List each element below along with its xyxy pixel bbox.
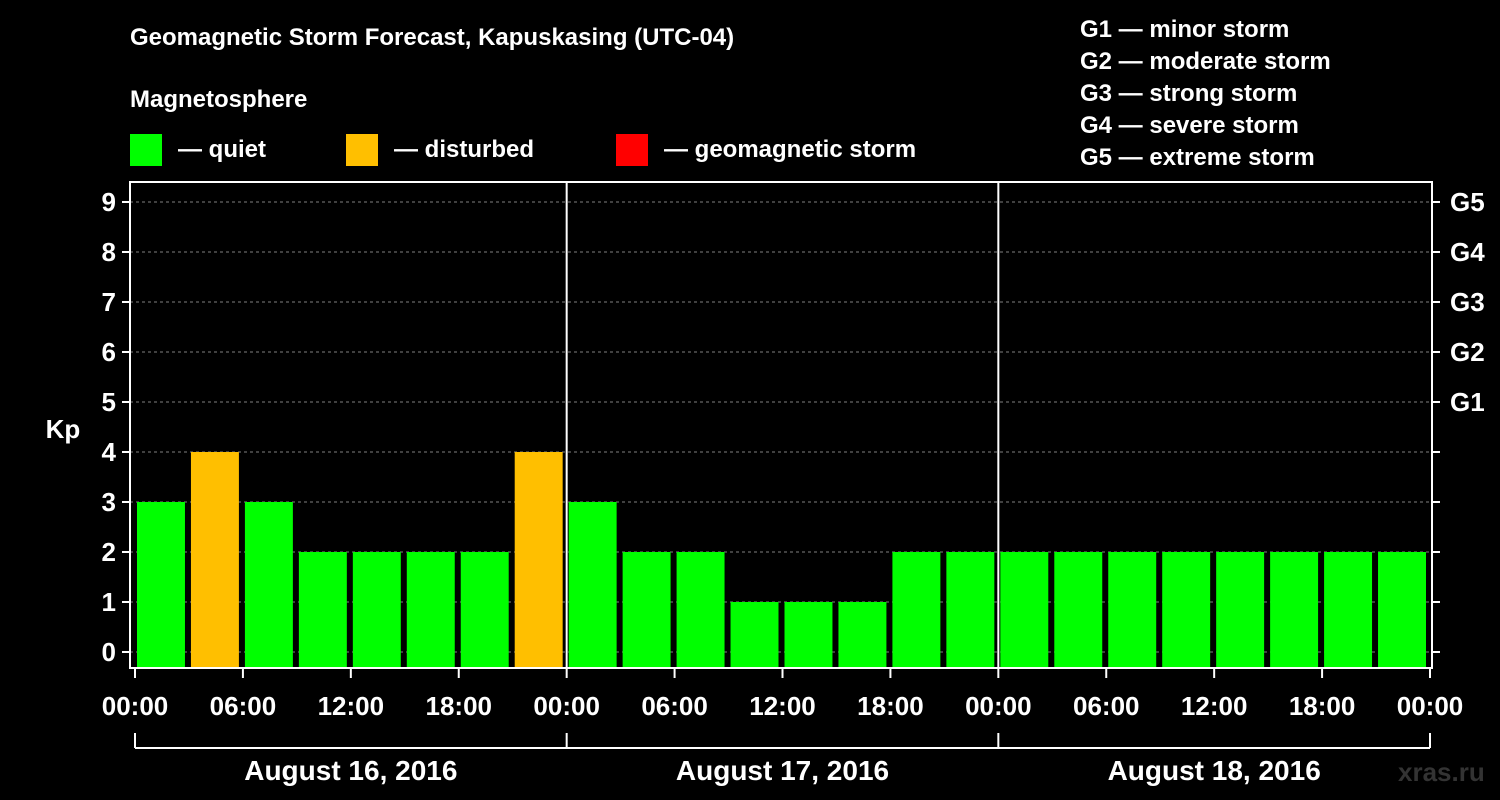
chart-title: Geomagnetic Storm Forecast, Kapuskasing …	[130, 24, 735, 51]
x-tick-label: 12:00	[1181, 691, 1248, 721]
x-tick-label: 06:00	[1073, 691, 1140, 721]
g-scale-item-g4: G4 — severe storm	[1080, 112, 1299, 139]
kp-bar	[676, 552, 725, 668]
kp-bar	[1162, 552, 1211, 668]
y-tick-label: 2	[102, 537, 116, 567]
kp-bar	[352, 552, 401, 668]
y-tick-label: 9	[102, 187, 116, 217]
x-tick-label: 12:00	[318, 691, 385, 721]
y-tick-label: 0	[102, 637, 116, 667]
y-axis-label: Kp	[46, 414, 81, 444]
y-tick-label: 6	[102, 337, 116, 367]
x-tick-label: 00:00	[1397, 691, 1464, 721]
legend-label-disturbed: — disturbed	[394, 136, 535, 163]
legend-label-storm: — geomagnetic storm	[664, 136, 917, 163]
day-label: August 17, 2016	[676, 755, 889, 786]
kp-bar	[190, 452, 239, 668]
g-level-label: G3	[1450, 287, 1485, 317]
x-tick-label: 18:00	[857, 691, 924, 721]
x-tick-label: 00:00	[102, 691, 169, 721]
g-scale-legend: G1 — minor storm G2 — moderate storm G3 …	[1080, 14, 1331, 174]
kp-bar	[838, 602, 887, 668]
kp-bar	[460, 552, 509, 668]
g-scale-item-g3: G3 — strong storm	[1080, 80, 1298, 107]
kp-bar	[1216, 552, 1265, 668]
watermark: xras.ru	[1398, 757, 1485, 787]
kp-bar	[1378, 552, 1426, 668]
g-scale-item-g2: G2 — moderate storm	[1080, 48, 1331, 75]
legend-item-storm: — geomagnetic storm	[616, 134, 916, 166]
kp-bar	[244, 502, 293, 668]
legend-swatch-quiet	[130, 134, 162, 166]
legend-item-quiet: — quiet	[130, 134, 266, 166]
x-tick-label: 18:00	[426, 691, 493, 721]
g-level-label: G4	[1450, 237, 1485, 267]
kp-bar	[1108, 552, 1157, 668]
kp-bar	[1054, 552, 1103, 668]
kp-bar	[622, 552, 671, 668]
y-tick-label: 3	[102, 487, 116, 517]
g-level-label: G2	[1450, 337, 1485, 367]
kp-bar	[892, 552, 941, 668]
legend-label-quiet: — quiet	[178, 136, 266, 163]
x-tick-label: 00:00	[965, 691, 1032, 721]
kp-bar	[406, 552, 455, 668]
x-tick-label: 06:00	[210, 691, 277, 721]
y-tick-label: 7	[102, 287, 116, 317]
kp-bar	[1270, 552, 1319, 668]
y-tick-label: 5	[102, 387, 116, 417]
legend-item-disturbed: — disturbed	[346, 134, 534, 166]
x-tick-label: 18:00	[1289, 691, 1356, 721]
plot-frame	[129, 181, 1433, 669]
kp-bar	[730, 602, 779, 668]
g-scale-item-g1: G1 — minor storm	[1080, 16, 1290, 43]
kp-bar	[298, 552, 347, 668]
day-label: August 16, 2016	[244, 755, 457, 786]
y-tick-label: 1	[102, 587, 116, 617]
kp-bar	[1324, 552, 1373, 668]
kp-bar	[1000, 552, 1049, 668]
y-tick-label: 4	[102, 437, 117, 467]
kp-bar	[946, 552, 995, 668]
legend-swatch-disturbed	[346, 134, 378, 166]
y-tick-label: 8	[102, 237, 116, 267]
legend-swatch-storm	[616, 134, 648, 166]
kp-bar	[568, 502, 617, 668]
x-tick-label: 06:00	[641, 691, 708, 721]
g-level-label: G1	[1450, 387, 1485, 417]
g-scale-item-g5: G5 — extreme storm	[1080, 144, 1315, 171]
magnetosphere-label: Magnetosphere	[130, 86, 308, 113]
x-tick-label: 00:00	[533, 691, 600, 721]
g-level-label: G5	[1450, 187, 1485, 217]
day-label: August 18, 2016	[1108, 755, 1321, 786]
x-tick-label: 12:00	[749, 691, 816, 721]
kp-bar	[137, 502, 185, 668]
kp-bar	[514, 452, 563, 668]
kp-bar	[784, 602, 833, 668]
